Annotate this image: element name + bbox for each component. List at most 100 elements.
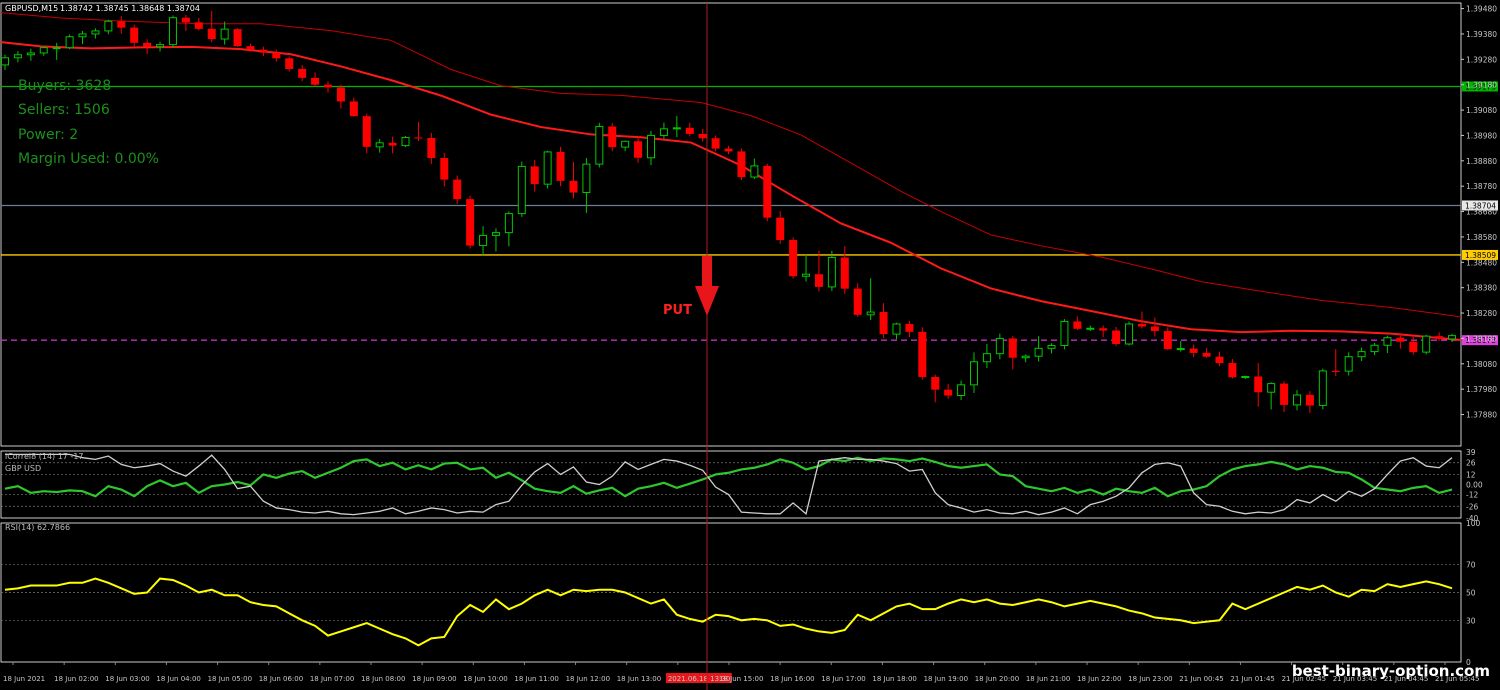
- candle-body-bear: [324, 84, 332, 88]
- candle-body-bear: [1305, 395, 1314, 406]
- price-tick-label: 1.38880: [1466, 157, 1497, 166]
- rsi-tick-label: 100: [1466, 519, 1481, 528]
- candle-body-bull: [65, 36, 74, 49]
- correlation-symbols: GBP USD: [5, 464, 41, 473]
- rsi-tick-label: 30: [1466, 616, 1476, 625]
- candle-body-bull: [504, 213, 513, 234]
- price-level-tag-label: 1.38509: [1465, 251, 1496, 260]
- candle-body-bear: [1073, 321, 1082, 329]
- candle-body-bear: [698, 133, 707, 139]
- candle-body-bull: [491, 232, 500, 236]
- candle-body-bear: [634, 141, 643, 158]
- price-tick-label: 1.37980: [1466, 385, 1497, 394]
- overlay: [695, 3, 719, 690]
- candle-body-bear: [1008, 338, 1017, 358]
- candle-body-bear: [1137, 323, 1146, 327]
- price-level-tag-label: 1.39173: [1465, 82, 1496, 91]
- corr-tick-label: 0.00: [1466, 481, 1483, 490]
- time-tick-label: 18 Jun 08:00: [361, 675, 405, 683]
- rsi-tick-label: 70: [1466, 561, 1476, 570]
- candle-body-bear: [453, 179, 462, 200]
- time-tick-label: 18 Jun 20:00: [975, 675, 1019, 683]
- rsi-pane: 100 70 50 30 0: [1, 519, 1481, 667]
- power-stat: Power: 2: [18, 127, 78, 143]
- candle-body-bear: [466, 199, 475, 246]
- put-arrow-shaft: [702, 256, 712, 286]
- candle-body-bear: [272, 52, 281, 59]
- candle-body-bear: [285, 58, 294, 69]
- candle-body-bear: [1331, 370, 1340, 372]
- time-highlight-box: [665, 673, 732, 683]
- time-tick-label: 18 Jun 21:00: [1026, 675, 1070, 683]
- candle-body-bull: [1370, 344, 1379, 353]
- time-tick-label: 21 Jun 03:45: [1333, 675, 1377, 683]
- price-level-tag-label: 1.38173: [1465, 336, 1496, 345]
- candle-body-bear: [608, 126, 617, 148]
- candle-body-bear: [1150, 326, 1159, 332]
- candle-body-bull: [1, 57, 9, 66]
- time-tick-label: 18 Jun 06:00: [259, 675, 303, 683]
- correlation-label: iCorrel8 (14) 17 -17: [5, 452, 84, 461]
- time-tick-label: 21 Jun 00:45: [1179, 675, 1223, 683]
- price-levels[interactable]: 1.39173 1.38704 1.38509 1.38173: [1, 81, 1498, 346]
- corr-tick-label: 26: [1466, 459, 1476, 468]
- price-level-tag: [1462, 200, 1498, 211]
- time-axis: 18 Jun 2021 18 Jun 02:00 18 Jun 03:00 18 Ju…: [3, 662, 1479, 683]
- corr-tick-label: 12: [1466, 470, 1476, 479]
- sellers-stat: Sellers: 1506: [18, 102, 110, 118]
- pane-frame-0: [0, 2, 1462, 447]
- candle-body-bull: [827, 256, 836, 288]
- price-tick-label: 1.39280: [1466, 55, 1497, 64]
- buyers-stat: Buyers: 3628: [18, 78, 111, 94]
- time-tick-label: 18 Jun 13:00: [617, 675, 661, 683]
- candle-body-bear: [259, 49, 268, 53]
- time-tick-label: 18 Jun 07:00: [310, 675, 354, 683]
- candle-body-bear: [1215, 356, 1224, 364]
- slow-ma-line: [0, 12, 1462, 318]
- time-tick-label: 18 Jun 11:00: [514, 675, 558, 683]
- candle-body-bear: [569, 180, 578, 193]
- candle-body-bear: [117, 21, 126, 28]
- time-tick-label: 18 Jun 2021: [3, 675, 45, 683]
- candle-body-bear: [685, 127, 694, 134]
- candle-body-bull: [52, 47, 61, 50]
- candle-body-bear: [181, 17, 190, 23]
- candle-body-bear: [336, 87, 345, 102]
- candle-body-bear: [1099, 328, 1108, 331]
- candle-body-bull: [78, 33, 87, 38]
- candle-body-bear: [1228, 363, 1237, 378]
- time-tick-label: 2021.06.18 13:30: [668, 675, 730, 683]
- price-tick-label: 1.38580: [1466, 233, 1497, 242]
- candle-body-bull: [1241, 375, 1250, 378]
- candle-body-bull: [892, 323, 901, 335]
- candle-body-bull: [220, 28, 229, 40]
- margin-stat: Margin Used: 0.00%: [18, 151, 159, 167]
- price-tick-label: 1.38680: [1466, 208, 1497, 217]
- watermark-text: best-binary-option.com: [1291, 662, 1490, 680]
- time-tick-label: 21 Jun 02:45: [1282, 675, 1326, 683]
- candle-body-bear: [194, 22, 203, 29]
- candle-body-bull: [970, 361, 978, 386]
- rsi-line: [4, 577, 1453, 647]
- candle-body-bull: [647, 134, 655, 159]
- candle-body-bull: [1176, 348, 1185, 351]
- candle-body-bear: [711, 138, 720, 149]
- price-tick-label: 1.38980: [1466, 131, 1497, 140]
- price-level-tag: [1462, 81, 1498, 92]
- candle-body-bull: [672, 127, 681, 130]
- moving-averages: [0, 12, 1462, 341]
- candle-body-bull: [659, 128, 668, 136]
- candle-body-bull: [91, 30, 100, 35]
- candle-body-bear: [311, 77, 320, 85]
- candle-body-bull: [621, 140, 630, 148]
- candle-body-bull: [375, 142, 384, 148]
- price-tick-label: 1.39380: [1466, 30, 1497, 39]
- candle-body-bear: [233, 29, 242, 47]
- time-tick-label: 18 Jun 23:00: [1128, 675, 1172, 683]
- price-tick-label: 1.38380: [1466, 284, 1497, 293]
- candle-body-bear: [1254, 376, 1263, 393]
- time-tick-label: 18 Jun 12:00: [566, 675, 610, 683]
- price-level-tag: [1462, 335, 1498, 346]
- candle-body-bear: [789, 239, 798, 277]
